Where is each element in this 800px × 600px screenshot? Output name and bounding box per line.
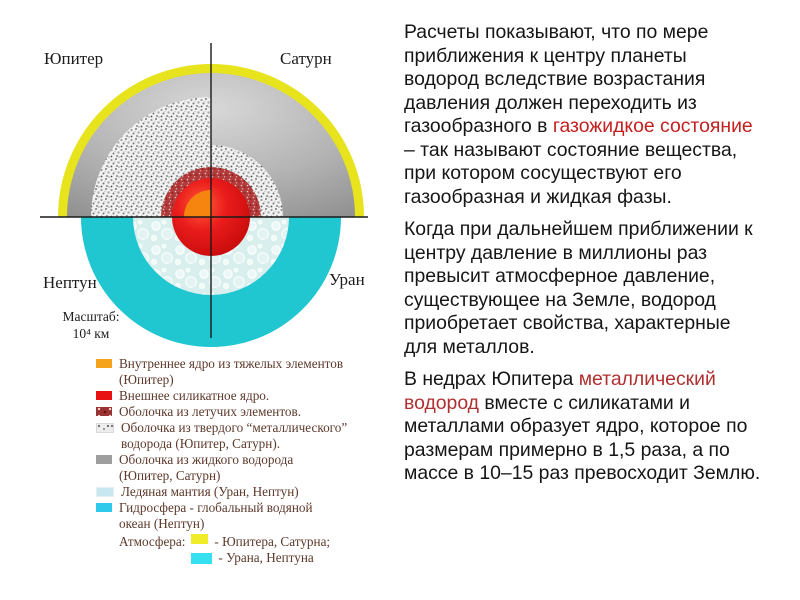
legend-item-label: Оболочка из твердого “металлического” во… <box>121 420 348 451</box>
legend-item-inner-core: Внутреннее ядро из тяжелых элементов (Юп… <box>96 356 398 388</box>
paragraph-metallic-properties: Когда при дальнейшем приближении к центр… <box>404 218 800 359</box>
atmosphere-jupiter-saturn-row: - Юпитера, Сатурна; <box>191 534 330 550</box>
silicate-core-swatch <box>96 391 112 400</box>
legend: Внутреннее ядро из тяжелых элементов (Юп… <box>96 356 398 566</box>
legend-item-silicate-core: Внешнее силикатное ядро. <box>96 388 398 404</box>
highlight-metallic-hydrogen: металлический водород <box>404 368 716 414</box>
legend-item-volatile-shell: Оболочка из летучих элементов. <box>96 404 398 420</box>
atmosphere-uranus-neptune-label: - Урана, Нептуна <box>218 550 314 565</box>
legend-item-metallic-hydrogen: Оболочка из твердого “металлического” во… <box>96 420 398 452</box>
hydrosphere-swatch <box>96 503 112 512</box>
paragraph-text: вместе с силикатами и металлами образует… <box>404 391 761 485</box>
legend-item-hydrosphere: Гидросфера - глобальный водяной океан (Н… <box>96 500 398 532</box>
atmosphere-jupiter-saturn-label: - Юпитера, Сатурна; <box>214 534 331 549</box>
paragraph-text: Когда при дальнейшем приближении к центр… <box>404 218 753 358</box>
legend-item-label: Ледяная мантия (Уран, Нептун) <box>121 484 299 499</box>
label-jupiter: Юпитер <box>44 49 104 68</box>
scale-note: Масштаб: 10⁴ км <box>62 309 120 341</box>
legend-item-label: Оболочка из жидкого водорода (Юпитер, Са… <box>119 452 294 483</box>
inner-core-swatch <box>96 359 112 368</box>
planet-cross-section-diagram <box>40 43 368 347</box>
atmosphere-uranus-neptune-row: - Урана, Нептуна <box>191 550 330 566</box>
legend-item-liquid-hydrogen: Оболочка из жидкого водорода (Юпитер, Са… <box>96 452 398 484</box>
paragraph-jupiter-core: В недрах Юпитера металлический водород в… <box>404 368 800 486</box>
paragraph-text: Расчеты показывают, что по мере приближе… <box>404 21 709 137</box>
inner-core <box>184 190 211 217</box>
body-text: Расчеты показывают, что по мере приближе… <box>404 21 800 495</box>
label-saturn: Сатурн <box>280 49 332 68</box>
liquid-hydrogen-swatch <box>96 455 112 464</box>
paragraph-gas-liquid-state: Расчеты показывают, что по мере приближе… <box>404 21 800 209</box>
legend-item-label: Внутреннее ядро из тяжелых элементов (Юп… <box>119 356 344 387</box>
legend-item-label: Оболочка из летучих элементов. <box>119 404 302 419</box>
volatile-shell-swatch <box>96 407 112 416</box>
atmosphere-jupiter-saturn-swatch <box>191 534 209 544</box>
metallic-hydrogen-swatch <box>96 423 114 433</box>
atmosphere-label: Атмосфера: <box>119 534 186 549</box>
paragraph-text: – так называют состояние вещества, при к… <box>404 138 738 208</box>
atmosphere-variants: - Юпитера, Сатурна; - Урана, Нептуна <box>191 534 330 566</box>
legend-item-label: Гидросфера - глобальный водяной океан (Н… <box>119 500 313 531</box>
highlight-gas-liquid-state: газожидкое состояние <box>552 115 753 137</box>
label-uranus: Уран <box>329 270 365 289</box>
legend-item-atmosphere: Атмосфера: - Юпитера, Сатурна; - Урана, … <box>119 534 398 566</box>
legend-item-label: Внешнее силикатное ядро. <box>119 388 270 403</box>
ice-mantle-swatch <box>96 487 114 497</box>
paragraph-text: В недрах Юпитера <box>404 368 579 390</box>
label-neptune: Нептун <box>43 273 97 292</box>
atmosphere-uranus-neptune-swatch <box>191 552 213 564</box>
legend-item-ice-mantle: Ледяная мантия (Уран, Нептун) <box>96 484 398 500</box>
